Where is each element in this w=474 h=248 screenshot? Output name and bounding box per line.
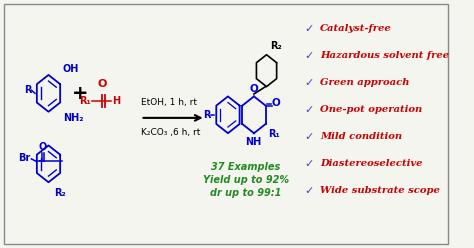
- Text: ✓: ✓: [304, 78, 313, 88]
- Text: 37 Examples: 37 Examples: [211, 162, 281, 172]
- Text: Br: Br: [18, 153, 30, 163]
- Text: O: O: [98, 79, 107, 89]
- Text: One-pot operation: One-pot operation: [320, 105, 422, 114]
- Text: R: R: [203, 110, 211, 120]
- Text: O: O: [250, 84, 258, 94]
- Text: R: R: [24, 85, 31, 95]
- Text: O: O: [272, 97, 281, 108]
- Text: ✓: ✓: [304, 24, 313, 34]
- Text: ✓: ✓: [304, 51, 313, 61]
- Text: ✓: ✓: [304, 186, 313, 196]
- Text: K₂CO₃ ,6 h, rt: K₂CO₃ ,6 h, rt: [141, 128, 201, 137]
- Text: R₁: R₁: [79, 96, 91, 106]
- Text: Yield up to 92%: Yield up to 92%: [203, 175, 289, 186]
- Text: ✓: ✓: [304, 132, 313, 142]
- Text: dr up to 99:1: dr up to 99:1: [210, 188, 282, 198]
- Text: O: O: [38, 142, 46, 152]
- Text: R₂: R₂: [270, 41, 282, 51]
- Text: +: +: [72, 84, 88, 103]
- Text: Mild condition: Mild condition: [320, 132, 402, 141]
- Text: R₂: R₂: [54, 188, 65, 198]
- Text: ✓: ✓: [304, 159, 313, 169]
- Text: OH: OH: [63, 64, 79, 74]
- Text: Diastereoselective: Diastereoselective: [320, 159, 422, 168]
- Text: ✓: ✓: [304, 105, 313, 115]
- Text: Catalyst-free: Catalyst-free: [320, 25, 392, 33]
- Text: Green approach: Green approach: [320, 78, 410, 88]
- Text: Hazardous solvent free: Hazardous solvent free: [320, 51, 449, 61]
- Text: NH₂: NH₂: [63, 113, 83, 123]
- Text: EtOH, 1 h, rt: EtOH, 1 h, rt: [141, 98, 197, 107]
- Text: H: H: [112, 96, 120, 106]
- Text: Wide substrate scope: Wide substrate scope: [320, 186, 440, 195]
- Text: NH: NH: [245, 137, 261, 147]
- Text: R₁: R₁: [268, 129, 280, 139]
